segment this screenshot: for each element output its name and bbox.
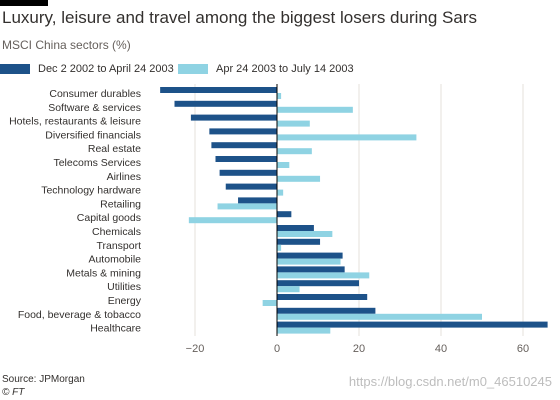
bar-automobile-series-2 — [277, 258, 341, 265]
bar-transport-series-2 — [277, 244, 282, 251]
bar-consumer-durables-series-1 — [160, 87, 277, 93]
bar-retailing-series-1 — [238, 197, 277, 204]
chart-subtitle: MSCI China sectors (%) — [2, 38, 131, 52]
bar-diversified-financials-series-1 — [209, 128, 277, 135]
category-label-automobile: Automobile — [88, 254, 141, 266]
bar-telecoms-services-series-1 — [215, 156, 277, 162]
legend-item-series-1: Dec 2 2002 to April 24 2003 — [0, 63, 174, 75]
bar-utilities-series-1 — [277, 280, 359, 287]
x-tick-labels: −20 0 20 40 60 — [186, 343, 529, 355]
category-label-chemicals: Chemicals — [92, 226, 141, 238]
grid-lines — [194, 84, 524, 336]
category-label-telecoms-services: Telecoms Services — [53, 157, 141, 169]
bar-hotels-restaurants-leisure-series-2 — [277, 120, 310, 127]
bar-energy-series-2 — [262, 300, 277, 306]
bar-food-beverage-tobacco-series-1 — [277, 307, 376, 314]
category-label-hotels-restaurants-leisure: Hotels, restaurants & leisure — [9, 116, 141, 128]
bar-retailing-series-2 — [217, 203, 277, 210]
source-note: Source: JPMorgan — [2, 374, 85, 385]
bar-automobile-series-1 — [277, 252, 343, 259]
bar-chart: Consumer durables Software & services Hote… — [9, 84, 548, 355]
ft-credit: © FT — [2, 387, 25, 398]
category-label-utilities: Utilities — [107, 281, 141, 293]
watermark: https://blog.csdn.net/m0_46510245 — [348, 374, 552, 389]
bar-capital-goods-series-1 — [277, 211, 292, 218]
category-labels: Consumer durables Software & services Hote… — [9, 88, 142, 335]
bar-chemicals-series-2 — [277, 231, 333, 237]
bar-metals-mining-series-1 — [277, 266, 345, 273]
legend-swatch-light — [178, 64, 208, 74]
bar-technology-hardware-series-2 — [277, 189, 284, 196]
x-tick-label-40: 40 — [435, 343, 447, 355]
category-label-food-beverage-tobacco: Food, beverage & tobacco — [18, 309, 141, 321]
bar-airlines-series-1 — [219, 169, 277, 176]
category-label-real-estate: Real estate — [88, 143, 141, 155]
ft-top-bar — [0, 0, 48, 6]
bar-software-services-series-1 — [174, 100, 277, 107]
category-label-capital-goods: Capital goods — [77, 212, 141, 224]
category-label-software-services: Software & services — [48, 102, 141, 114]
category-label-healthcare: Healthcare — [90, 323, 141, 335]
legend-item-series-2: Apr 24 2003 to July 14 2003 — [178, 63, 354, 75]
bar-energy-series-1 — [277, 294, 368, 300]
bar-diversified-financials-series-2 — [277, 134, 417, 141]
x-tick-label-0: 0 — [274, 343, 280, 355]
bar-consumer-durables-series-2 — [277, 93, 282, 99]
category-label-diversified-financials: Diversified financials — [45, 129, 141, 141]
bar-capital-goods-series-2 — [188, 217, 277, 224]
bar-healthcare-series-1 — [277, 321, 548, 328]
category-label-consumer-durables: Consumer durables — [49, 88, 141, 100]
category-label-metals-mining: Metals & mining — [66, 267, 141, 279]
category-label-transport: Transport — [96, 240, 141, 252]
category-label-retailing: Retailing — [100, 198, 141, 210]
x-tick-label-neg20: −20 — [186, 343, 205, 355]
x-tick-label-20: 20 — [353, 343, 365, 355]
bar-utilities-series-2 — [277, 286, 300, 293]
chart-title: Luxury, leisure and travel among the big… — [2, 8, 477, 27]
bar-healthcare-series-2 — [277, 327, 331, 334]
bar-airlines-series-2 — [277, 175, 321, 182]
bar-chemicals-series-1 — [277, 225, 314, 231]
category-label-energy: Energy — [108, 295, 142, 307]
bar-real-estate-series-2 — [277, 148, 312, 155]
bar-food-beverage-tobacco-series-2 — [277, 313, 482, 320]
bar-metals-mining-series-2 — [277, 272, 370, 279]
bar-telecoms-services-series-2 — [277, 162, 290, 168]
bar-real-estate-series-1 — [211, 142, 277, 149]
bar-hotels-restaurants-leisure-series-1 — [190, 114, 277, 121]
bars — [160, 87, 548, 334]
legend-swatch-dark — [0, 64, 30, 74]
bar-transport-series-1 — [277, 238, 321, 245]
bar-software-services-series-2 — [277, 106, 353, 113]
bar-technology-hardware-series-1 — [225, 183, 277, 190]
category-label-airlines: Airlines — [107, 171, 141, 183]
x-tick-label-60: 60 — [517, 343, 529, 355]
category-label-technology-hardware: Technology hardware — [41, 185, 141, 197]
legend-label-series-2: Apr 24 2003 to July 14 2003 — [216, 63, 354, 75]
legend-label-series-1: Dec 2 2002 to April 24 2003 — [38, 63, 174, 75]
